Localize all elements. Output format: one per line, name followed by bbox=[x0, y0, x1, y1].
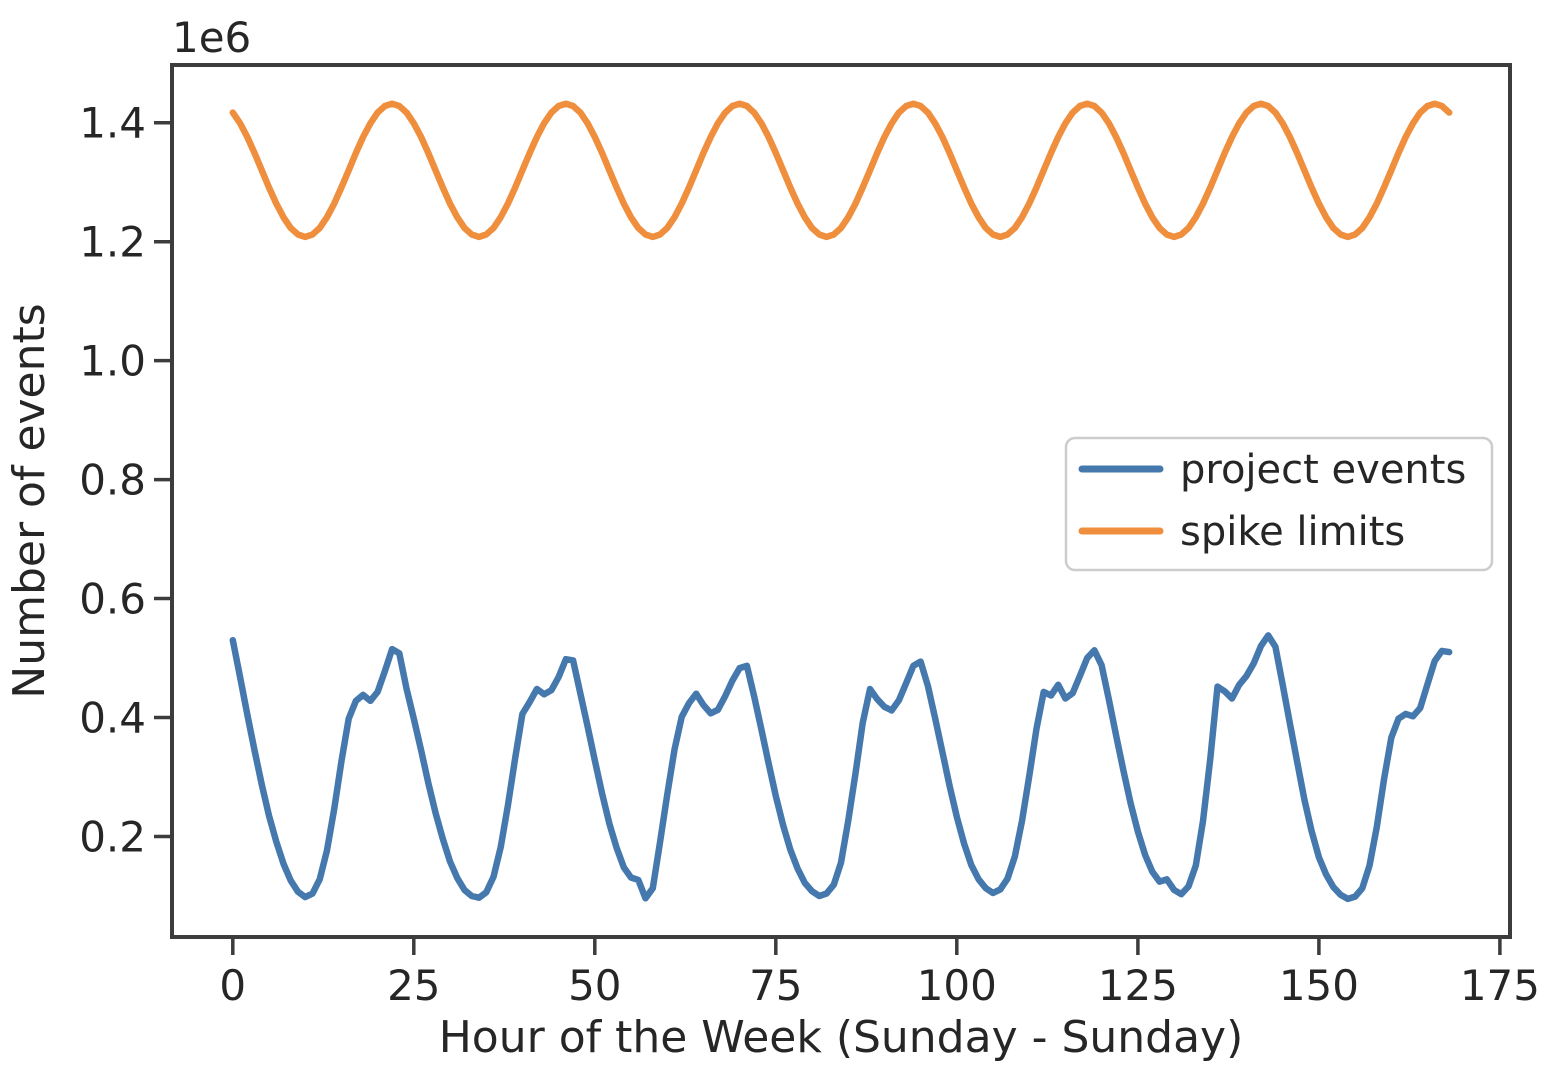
x-axis: 0 25 50 75 100 125 150 175 bbox=[219, 937, 1540, 1010]
x-tick-label: 75 bbox=[749, 961, 802, 1010]
x-tick-label: 50 bbox=[568, 961, 621, 1010]
legend-label-project-events: project events bbox=[1180, 447, 1466, 493]
y-tick-label: 1.2 bbox=[79, 218, 146, 267]
y-tick-label: 1.4 bbox=[79, 99, 146, 148]
y-tick-label: 1.0 bbox=[79, 337, 146, 386]
legend-box bbox=[1064, 436, 1494, 572]
x-tick-label: 100 bbox=[917, 961, 997, 1010]
y-tick-label: 0.6 bbox=[79, 575, 146, 624]
spike-limits-line bbox=[229, 100, 1453, 241]
x-tick-label: 150 bbox=[1279, 961, 1359, 1010]
legend-item-spike-limits: spike limits bbox=[1078, 509, 1405, 555]
y-axis: 0.2 0.4 0.6 0.8 1.0 1.2 1.4 bbox=[79, 99, 172, 862]
plot-area-border bbox=[170, 63, 1512, 939]
y-tick-label: 0.8 bbox=[79, 456, 146, 505]
x-tick-label: 25 bbox=[387, 961, 440, 1010]
y-tick-label: 0.2 bbox=[79, 813, 146, 862]
x-axis-label: Hour of the Week (Sunday - Sunday) bbox=[439, 1012, 1244, 1063]
x-tick-label: 175 bbox=[1460, 961, 1540, 1010]
y-axis-label: Number of events bbox=[4, 303, 55, 698]
legend-item-project-events: project events bbox=[1078, 447, 1466, 493]
project-events-line bbox=[229, 632, 1453, 903]
legend-label-spike-limits: spike limits bbox=[1180, 509, 1405, 555]
x-tick-label: 0 bbox=[219, 961, 246, 1010]
y-axis-offset-label: 1e6 bbox=[172, 13, 251, 62]
x-tick-label: 125 bbox=[1098, 961, 1178, 1010]
legend: project events spike limits bbox=[1064, 436, 1494, 572]
y-tick-label: 0.4 bbox=[79, 694, 146, 743]
